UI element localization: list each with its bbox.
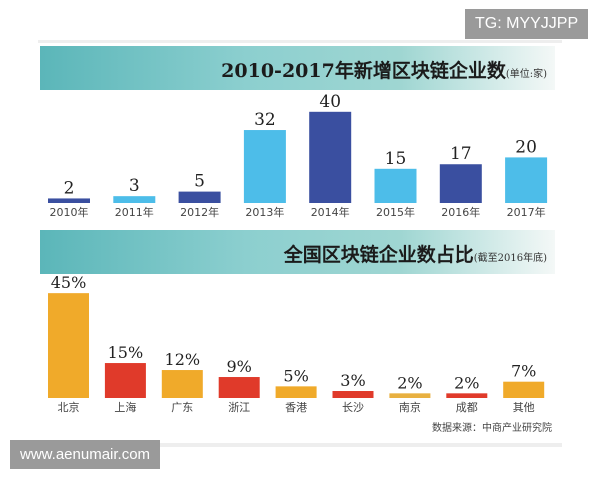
chart1-banner: 2010-2017年新增区块链企业数(单位:家) — [40, 46, 555, 90]
bar — [374, 168, 417, 203]
bar — [505, 157, 548, 203]
data-label: 2 — [64, 178, 75, 198]
category-label: 南京 — [399, 400, 421, 414]
bar — [104, 363, 146, 398]
category-label: 长沙 — [342, 401, 364, 414]
bar — [178, 191, 221, 203]
category-label: 2012年 — [180, 205, 219, 219]
chart2-banner: 全国区块链企业数占比(截至2016年底) — [40, 230, 555, 274]
data-label: 15% — [108, 343, 144, 362]
data-label: 40 — [319, 92, 341, 112]
data-label: 7% — [511, 362, 536, 381]
watermark-top: TG: MYYJJPP — [465, 9, 589, 39]
category-label: 香港 — [285, 401, 307, 414]
category-label: 广东 — [171, 401, 193, 414]
chart1-title: 2010-2017年新增区块链企业数 — [221, 60, 506, 82]
chart1-unit: (单位:家) — [505, 69, 547, 80]
bar — [309, 111, 352, 203]
category-label: 上海 — [114, 400, 136, 414]
category-label: 2015年 — [376, 205, 415, 219]
data-label: 12% — [165, 350, 201, 369]
data-label: 45% — [51, 273, 87, 292]
bar — [113, 196, 156, 203]
bar — [218, 377, 260, 398]
data-label: 2% — [454, 373, 479, 392]
bar — [446, 393, 488, 398]
category-label: 2013年 — [245, 205, 284, 219]
bar — [243, 130, 286, 203]
category-label: 北京 — [58, 400, 80, 414]
category-label: 2017年 — [507, 205, 546, 219]
data-source: 数据来源：中商产业研究院 — [432, 423, 552, 434]
bar — [48, 198, 90, 203]
bar — [389, 393, 431, 398]
chart2-unit: (截至2016年底) — [473, 253, 547, 264]
data-label: 2% — [397, 373, 422, 392]
data-label: 9% — [227, 357, 252, 376]
bar — [503, 381, 545, 398]
bar — [275, 386, 317, 398]
bar — [439, 164, 482, 203]
data-label: 20 — [515, 137, 537, 157]
data-label: 5% — [283, 366, 308, 385]
bar — [332, 391, 374, 398]
watermark-bottom: www.aenumair.com — [10, 440, 161, 469]
bar — [48, 293, 89, 398]
data-label: 3 — [129, 176, 140, 196]
data-label: 17 — [450, 144, 472, 164]
category-label: 2016年 — [441, 205, 480, 219]
category-label: 2014年 — [311, 205, 350, 219]
category-label: 浙江 — [228, 401, 250, 414]
category-label: 2010年 — [50, 205, 89, 219]
data-label: 3% — [340, 371, 365, 390]
category-label: 2011年 — [115, 205, 154, 219]
chart2-title: 全国区块链企业数占比 — [283, 244, 474, 266]
data-label: 5 — [194, 172, 205, 192]
data-label: 15 — [385, 149, 407, 169]
data-label: 32 — [254, 110, 276, 130]
bar — [161, 370, 203, 398]
category-label: 成都 — [456, 401, 478, 414]
category-label: 其他 — [513, 401, 535, 414]
